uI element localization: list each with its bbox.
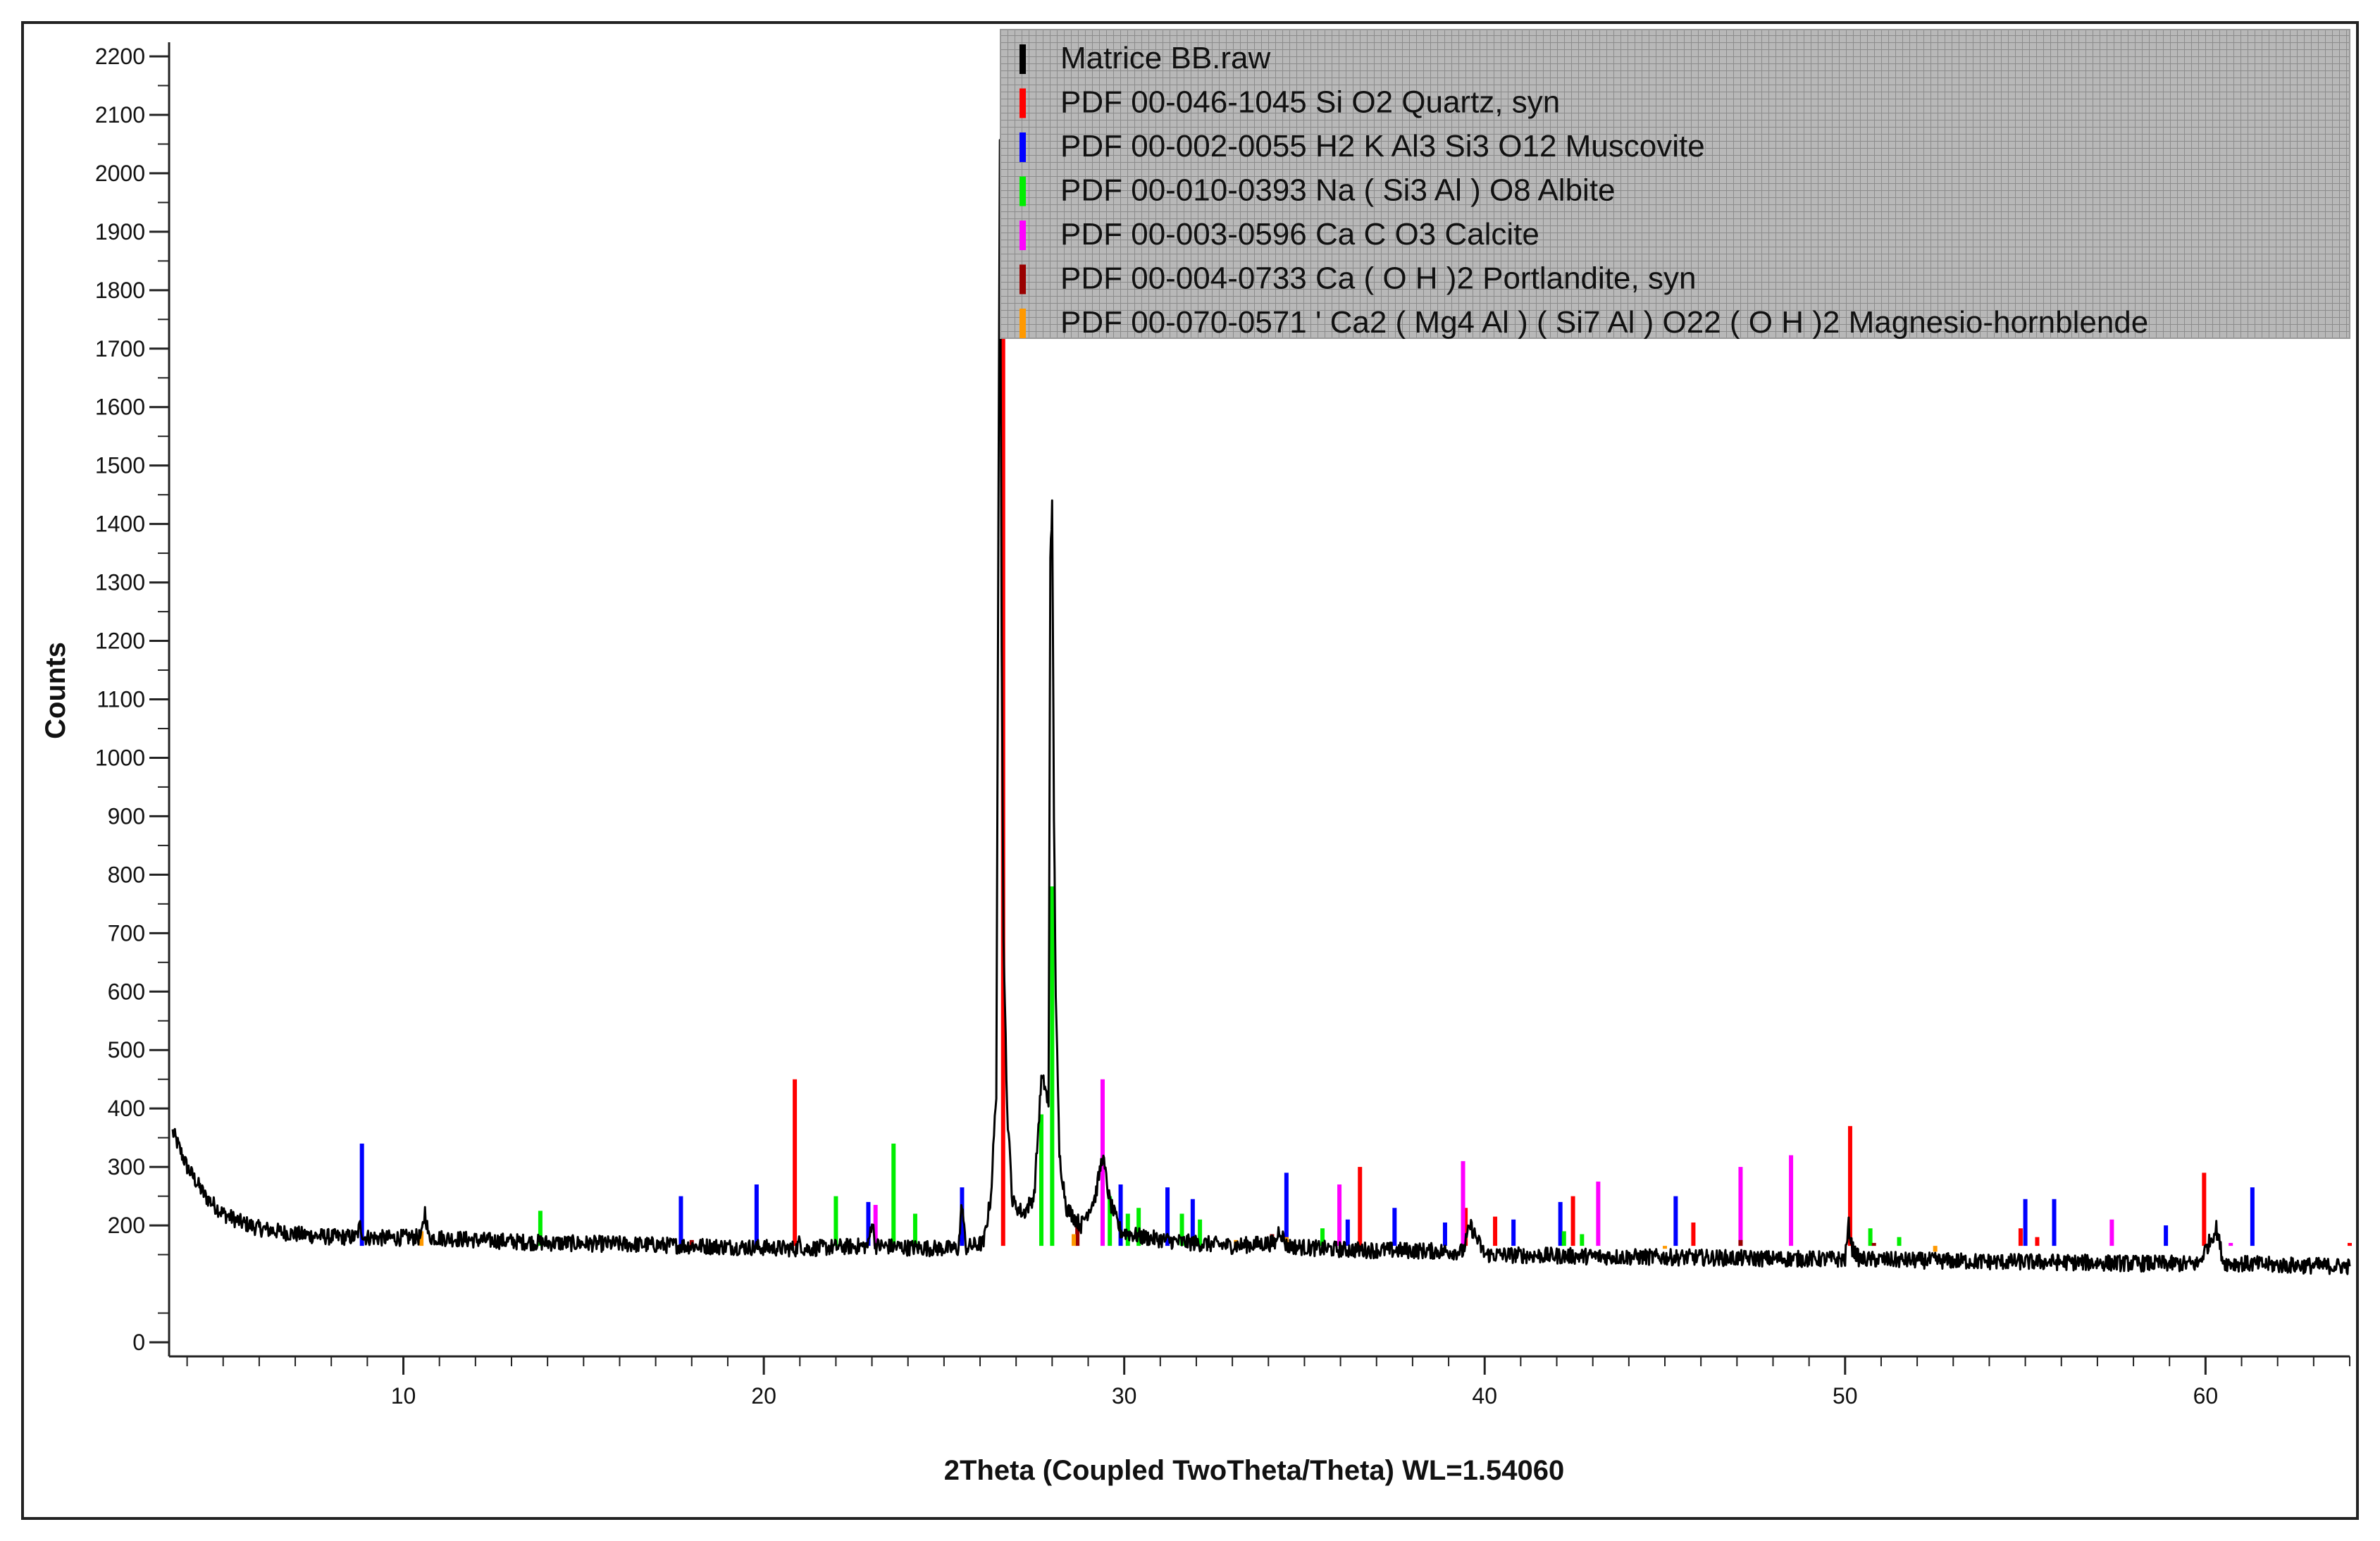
legend-background [1000,29,2350,339]
y-tick-label: 1400 [95,512,145,537]
legend-swatch [1019,88,1026,118]
y-tick-label: 800 [108,862,145,887]
legend-swatch [1019,264,1026,295]
legend-entry: PDF 00-046-1045 Si O2 Quartz, syn [1060,85,1560,120]
legend: Matrice BB.raw PDF 00-046-1045 Si O2 Quar… [1000,29,2350,340]
reference-sticks [359,185,2352,1252]
legend-entry: Matrice BB.raw [1060,41,1271,75]
y-tick-label: 1500 [95,453,145,478]
diffraction-pattern [171,139,2351,1275]
x-axis-title: 2Theta (Coupled TwoTheta/Theta) WL=1.540… [944,1455,1565,1486]
x-tick-label: 10 [391,1383,416,1409]
y-tick-label: 1800 [95,278,145,303]
y-tick-label: 1900 [95,219,145,245]
x-tick-label: 60 [2193,1383,2219,1409]
y-tick-label: 1200 [95,629,145,654]
x-tick-label: 40 [1472,1383,1497,1409]
pattern-line [171,139,2351,1275]
y-tick-label: 1700 [95,336,145,361]
y-tick-label: 0 [132,1330,145,1355]
y-tick-label: 1600 [95,395,145,420]
legend-swatch [1019,132,1026,162]
legend-swatch [1019,309,1026,338]
y-tick-label: 700 [108,920,145,946]
legend-entry: PDF 00-002-0055 H2 K Al3 Si3 O12 Muscovi… [1060,129,1705,163]
y-tick-label: 900 [108,803,145,829]
y-tick-label: 1100 [97,687,145,712]
y-tick-label: 600 [108,979,145,1004]
y-tick-label: 1000 [95,745,145,770]
axes: 2003004005006007008009001000110012001300… [95,42,2350,1409]
x-tick-label: 20 [751,1383,776,1409]
y-tick-label: 300 [108,1154,145,1180]
legend-entry: PDF 00-070-0571 ' Ca2 ( Mg4 Al ) ( Si7 A… [1060,305,2148,340]
legend-swatch [1019,221,1026,250]
y-tick-label: 2100 [95,102,145,128]
chart-frame [21,21,2359,1520]
legend-swatch [1019,176,1026,206]
y-tick-label: 2000 [95,161,145,186]
y-tick-label: 400 [108,1096,145,1121]
legend-entry: PDF 00-010-0393 Na ( Si3 Al ) O8 Albite [1060,173,1616,208]
legend-entry: PDF 00-004-0733 Ca ( O H )2 Portlandite,… [1060,261,1696,296]
y-tick-label: 2200 [95,44,145,69]
y-axis-title: Counts [40,642,71,739]
x-tick-label: 50 [1833,1383,1858,1409]
x-tick-label: 30 [1112,1383,1137,1409]
legend-swatch [1019,44,1026,74]
y-tick-label: 500 [108,1037,145,1063]
y-tick-label: 1300 [95,570,145,595]
legend-entry: PDF 00-003-0596 Ca C O3 Calcite [1060,217,1539,252]
y-tick-label: 200 [108,1213,145,1238]
